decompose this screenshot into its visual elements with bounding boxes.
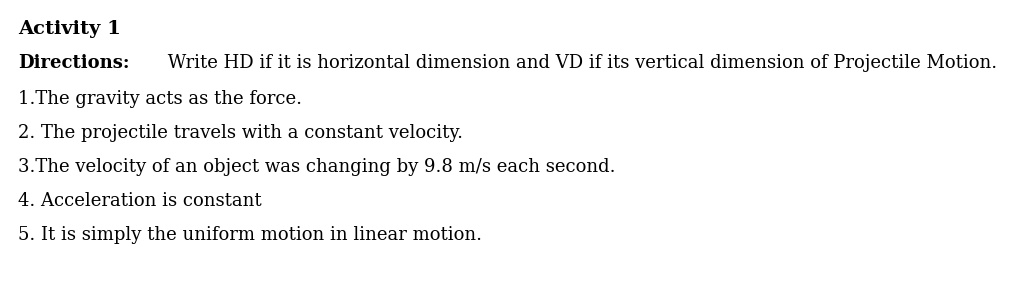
Text: Activity 1: Activity 1 <box>18 20 121 38</box>
Text: Write HD if it is horizontal dimension and VD if its vertical dimension of Proje: Write HD if it is horizontal dimension a… <box>162 54 997 72</box>
Text: 5. It is simply the uniform motion in linear motion.: 5. It is simply the uniform motion in li… <box>18 226 482 244</box>
Text: 3.The velocity of an object was changing by 9.8 m/s each second.: 3.The velocity of an object was changing… <box>18 158 615 176</box>
Text: 1.The gravity acts as the force.: 1.The gravity acts as the force. <box>18 90 302 108</box>
Text: Directions:: Directions: <box>18 54 129 72</box>
Text: 4. Acceleration is constant: 4. Acceleration is constant <box>18 192 261 210</box>
Text: 2. The projectile travels with a constant velocity.: 2. The projectile travels with a constan… <box>18 124 463 142</box>
